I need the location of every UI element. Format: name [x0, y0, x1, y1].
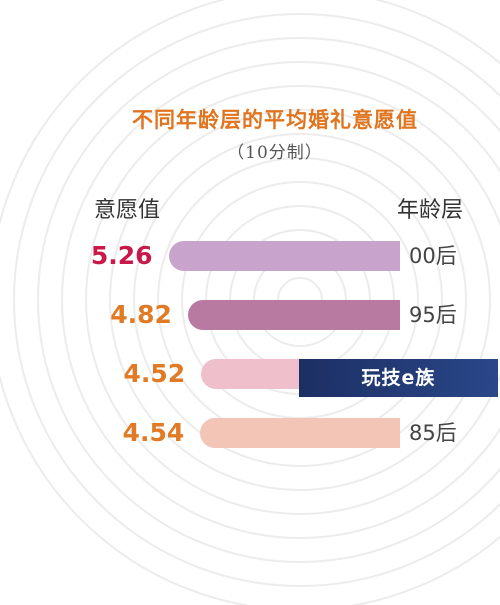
bar-row: 4.82 95后: [0, 298, 500, 332]
bar-row: 4.54 85后: [0, 416, 500, 450]
watermark-banner: 玩技e族: [299, 359, 498, 397]
bar: [187, 300, 400, 330]
chart-subtitle: （10分制）: [227, 143, 323, 163]
value-axis-label: 意愿值: [94, 198, 161, 223]
background-ring: [37, 37, 500, 563]
bar-row: 5.26 00后: [0, 239, 500, 273]
category-axis-label: 年龄层: [397, 198, 464, 223]
bar-value-label: 4.82: [110, 300, 172, 329]
background-ring: [61, 61, 500, 539]
bar-category-label: 95后: [409, 303, 457, 327]
bar-value-label: 4.54: [122, 418, 185, 447]
background-ring: [13, 13, 500, 587]
chart-title: 不同年龄层的平均婚礼意愿值: [132, 108, 418, 132]
bar-value-label: 4.52: [123, 359, 186, 388]
background-ring: [133, 133, 467, 467]
bar-category-label: 00后: [409, 244, 457, 268]
bar-value-label: 5.26: [90, 241, 153, 270]
bar: [168, 241, 400, 271]
bar: [200, 418, 400, 448]
background-ring: [109, 109, 491, 491]
background-ring: [85, 85, 500, 515]
bar-category-label: 85后: [409, 421, 457, 445]
